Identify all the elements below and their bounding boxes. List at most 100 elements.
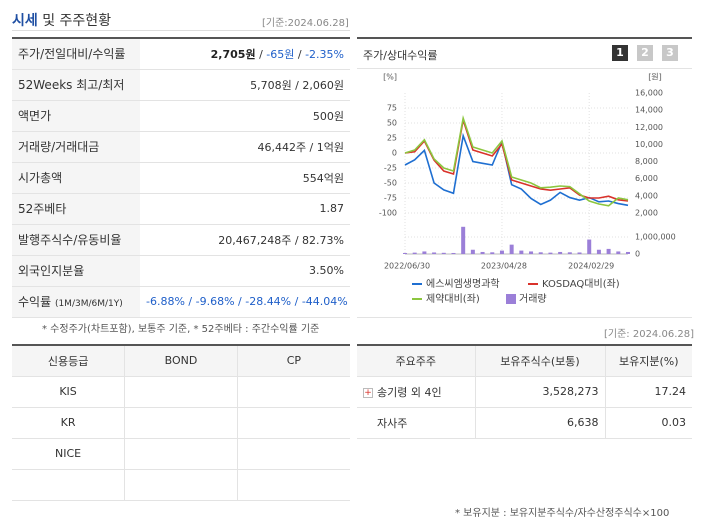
header-cell: 보유주식수(보통): [474, 345, 605, 377]
series-line: [404, 119, 629, 202]
value: -65원: [266, 47, 295, 61]
expand-icon[interactable]: +: [363, 387, 373, 398]
x-tick-label: 2022/06/30: [384, 262, 430, 271]
credit-table: 신용등급 BOND CP KIS KR NICE: [12, 344, 350, 501]
volume-bar: [626, 251, 630, 254]
volume-bar: [470, 249, 475, 254]
value: 1.87: [319, 202, 345, 215]
cell: [236, 376, 350, 408]
cell: [236, 407, 350, 439]
volume-bar: [441, 252, 446, 254]
holder-table: 주요주주 보유주식수(보통) 보유지분(%) + 송기령 외 4인 3,528,273 17…: [357, 344, 692, 439]
row: 거래량/거래대금 46,442주 / 1억원: [12, 131, 350, 163]
series-line: [404, 132, 629, 207]
header-cell: 보유지분(%): [604, 345, 692, 377]
value: 20,467,248주 / 82.73%: [218, 233, 344, 247]
y-tick-label: 75: [387, 104, 397, 113]
y2-axis-label: [원]: [648, 73, 662, 82]
x-tick-label: 2023/04/28: [481, 262, 527, 271]
volume-bar: [548, 252, 553, 254]
label-cell: 52Weeks 최고/최저: [12, 69, 140, 101]
tab-button[interactable]: 3: [662, 45, 678, 61]
volume-bar: [529, 251, 534, 254]
y2-tick-label: 14,000: [635, 106, 663, 115]
row: KR: [12, 407, 350, 439]
volume-bar: [509, 244, 514, 254]
legend-label: KOSDAQ대비(좌): [542, 278, 620, 290]
row: NICE: [12, 438, 350, 470]
cell: [124, 407, 238, 439]
y-tick-label: -50: [384, 179, 397, 188]
cell-text: 17.24: [654, 385, 687, 398]
chart: [%] [원] 75 50 25 0 -25 -50 -75 -100 16,000 14,000 12…: [379, 73, 676, 306]
volume-bar: [461, 226, 466, 254]
label-cell: 주가/전일대비/수익률: [12, 38, 140, 70]
row: 52주베타 1.87: [12, 193, 350, 225]
note: * 수정주가(차트포함), 보통주 기준, * 52주베타 : 주간수익률 기준: [42, 324, 320, 335]
row: 시가총액 554억원: [12, 162, 350, 194]
label: 거래량/거래대금: [18, 140, 100, 154]
cell-text: 자사주: [377, 416, 408, 430]
volume-bar: [422, 251, 427, 254]
note-date: [기준: 2024.06.28]: [604, 329, 695, 340]
cell: KIS: [12, 376, 125, 408]
volume-bar: [432, 252, 437, 254]
label-cell: 외국인지분율: [12, 255, 140, 287]
volume-tick-label: 1,000,000: [635, 233, 676, 242]
y2-tick-label: 6,000: [635, 174, 658, 183]
label-cell: 발행주식수/유동비율: [12, 224, 140, 256]
value: 2,705원: [210, 47, 256, 61]
row: KIS: [12, 376, 350, 408]
y-tick-label: -75: [384, 194, 397, 203]
volume-bar: [606, 248, 611, 254]
value-cell: 46,442주 / 1억원: [140, 131, 350, 163]
y2-tick-label: 4,000: [635, 191, 658, 200]
value: -6.88% / -9.68% / -28.44% / -44.04%: [146, 295, 348, 308]
header-date: [기준:2024.06.28]: [262, 18, 349, 29]
volume-bar: [567, 252, 572, 254]
value-cell: 20,467,248주 / 82.73%: [140, 224, 350, 256]
volume-bar: [596, 249, 601, 254]
volume-bar: [403, 252, 407, 254]
cell: [236, 469, 350, 501]
tab-button[interactable]: 2: [637, 45, 653, 61]
value: 554억원: [302, 171, 344, 185]
volume-bar: [538, 252, 543, 254]
label: 52주베타: [18, 202, 67, 216]
price-table: 주가/전일대비/수익률 2,705원 / -65원 / -2.35% 52Weeks…: [12, 37, 350, 318]
volume-bar: [490, 252, 495, 254]
value: -2.35%: [305, 47, 344, 61]
y-axis-label: [%]: [383, 73, 397, 82]
row: 52Weeks 최고/최저 5,708원 / 2,060원: [12, 69, 350, 101]
value-cell: 1.87: [140, 193, 350, 225]
legend-label: 거래량: [519, 293, 547, 305]
y-tick-label: -100: [379, 209, 397, 218]
cell-text: 6,638: [567, 416, 599, 429]
label: 액면가: [18, 109, 52, 123]
cell: KR: [12, 407, 125, 439]
cell-text: 3,528,273: [542, 385, 599, 398]
value-cell: 2,705원 / -65원 / -2.35%: [140, 38, 350, 70]
x-tick-label: 2024/02/29: [568, 262, 614, 271]
row: 주가/전일대비/수익률 2,705원 / -65원 / -2.35%: [12, 38, 350, 70]
label: (1M/3M/6M/1Y): [54, 299, 123, 309]
row: 수익률 (1M/3M/6M/1Y) -6.88% / -9.68% / -28.4…: [12, 286, 350, 318]
chart-title: 주가/상대수익률: [363, 49, 438, 62]
value: 500원: [312, 109, 344, 123]
value: 5,708원 / 2,060원: [250, 78, 344, 92]
tab-button[interactable]: 1: [612, 45, 628, 61]
value-cell: 554억원: [140, 162, 350, 194]
label-cell: 액면가: [12, 100, 140, 132]
value: /: [294, 47, 306, 61]
y2-tick-label: 12,000: [635, 123, 663, 132]
header-cell: 신용등급: [12, 345, 125, 377]
cell: + 송기령 외 4인: [357, 376, 475, 408]
cell: [124, 469, 238, 501]
label: 수익률: [18, 295, 55, 309]
value-cell: 3.50%: [140, 255, 350, 287]
row: + 송기령 외 4인 3,528,273 17.24: [357, 376, 692, 408]
volume-bar: [499, 250, 504, 254]
volume-bar: [451, 252, 456, 254]
divider: [357, 68, 692, 69]
label: 시가총액: [18, 171, 63, 185]
